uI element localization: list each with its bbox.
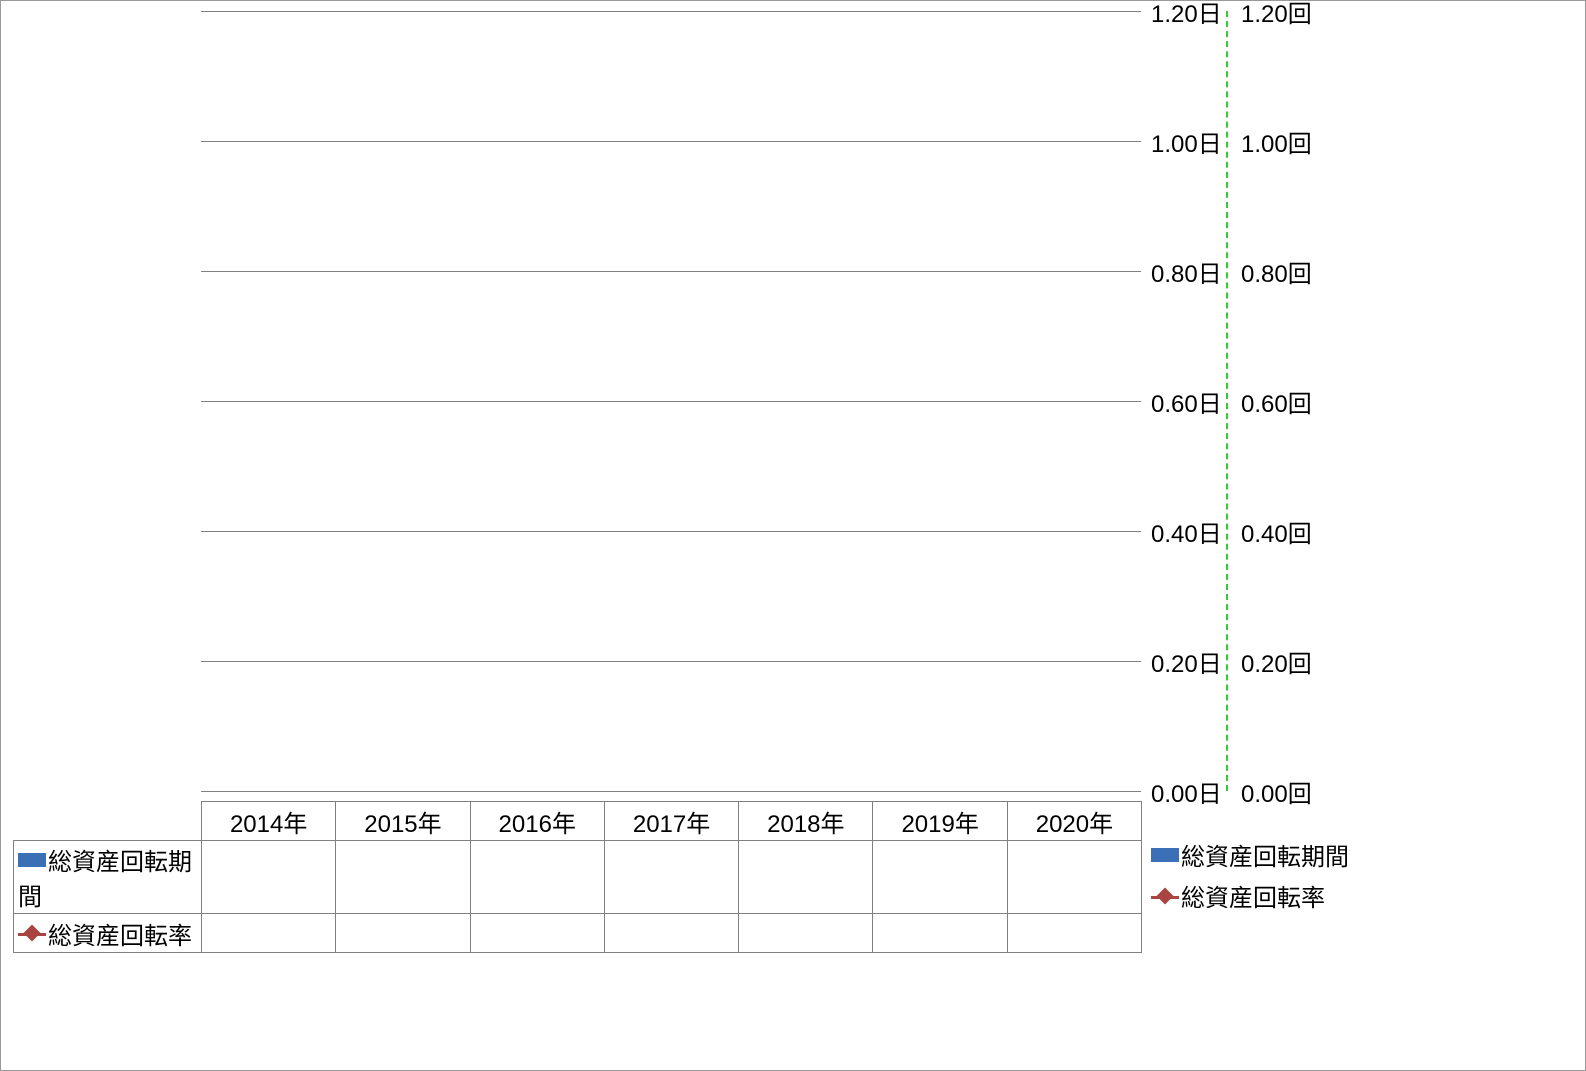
y-right-tick-label: 1.00回	[1241, 124, 1312, 159]
table-row: 総資産回転期間	[14, 841, 1142, 914]
data-cell	[604, 914, 738, 953]
data-cell	[470, 914, 604, 953]
table-row: 2014年2015年2016年2017年2018年2019年2020年	[14, 802, 1142, 841]
gridline	[201, 661, 1141, 662]
y-left-tick-label: 0.80日	[1151, 254, 1222, 289]
table-row: 総資産回転率	[14, 914, 1142, 953]
x-category-cell: 2015年	[336, 802, 470, 841]
data-table: 2014年2015年2016年2017年2018年2019年2020年総資産回転…	[13, 801, 1142, 953]
y-left-tick-label: 1.00日	[1151, 124, 1222, 159]
gridline	[201, 271, 1141, 272]
axis-divider-line	[1226, 11, 1228, 791]
y-right-tick-label: 0.80回	[1241, 254, 1312, 289]
series-label: 総資産回転率	[48, 923, 192, 950]
gridline	[201, 11, 1141, 12]
y-right-tick-label: 1.20回	[1241, 0, 1312, 29]
bar-swatch-icon	[18, 853, 46, 867]
data-cell	[1007, 841, 1141, 914]
legend-label: 総資産回転期間	[1181, 844, 1349, 871]
x-category-cell: 2016年	[470, 802, 604, 841]
x-category-cell: 2019年	[873, 802, 1007, 841]
legend-item: 総資産回転期間	[1151, 837, 1349, 872]
chart-root: 0.00日 0.20日 0.40日 0.60日 0.80日 1.00日 1.20日 0.00回…	[0, 0, 1586, 1071]
gridline	[201, 791, 1141, 792]
x-category-cell: 2020年	[1007, 802, 1141, 841]
data-cell	[873, 914, 1007, 953]
data-cell	[604, 841, 738, 914]
y-left-tick-label: 0.00日	[1151, 774, 1222, 809]
data-cell	[873, 841, 1007, 914]
gridline	[201, 531, 1141, 532]
y-right-tick-label: 0.60回	[1241, 384, 1312, 419]
table-corner-cell	[14, 802, 202, 841]
y-left-tick-label: 1.20日	[1151, 0, 1222, 29]
y-right-tick-label: 0.40回	[1241, 514, 1312, 549]
y-left-tick-label: 0.60日	[1151, 384, 1222, 419]
line-swatch-icon	[1151, 889, 1179, 903]
x-category-cell: 2014年	[202, 802, 336, 841]
legend-item: 総資産回転率	[1151, 878, 1349, 913]
line-swatch-icon	[18, 926, 46, 940]
data-cell	[202, 914, 336, 953]
data-cell	[739, 914, 873, 953]
y-right-tick-label: 0.00回	[1241, 774, 1312, 809]
x-category-cell: 2017年	[604, 802, 738, 841]
gridline	[201, 401, 1141, 402]
data-cell	[1007, 914, 1141, 953]
y-left-tick-label: 0.40日	[1151, 514, 1222, 549]
data-cell	[336, 841, 470, 914]
data-cell	[470, 841, 604, 914]
data-cell	[202, 841, 336, 914]
bar-swatch-icon	[1151, 848, 1179, 862]
legend-label: 総資産回転率	[1181, 885, 1325, 912]
y-left-tick-label: 0.20日	[1151, 644, 1222, 679]
y-right-tick-label: 0.20回	[1241, 644, 1312, 679]
series-header-cell: 総資産回転率	[14, 914, 202, 953]
data-cell	[739, 841, 873, 914]
plot-area	[201, 11, 1141, 791]
x-category-cell: 2018年	[739, 802, 873, 841]
legend: 総資産回転期間総資産回転率	[1151, 837, 1349, 913]
series-header-cell: 総資産回転期間	[14, 841, 202, 914]
data-cell	[336, 914, 470, 953]
gridline	[201, 141, 1141, 142]
